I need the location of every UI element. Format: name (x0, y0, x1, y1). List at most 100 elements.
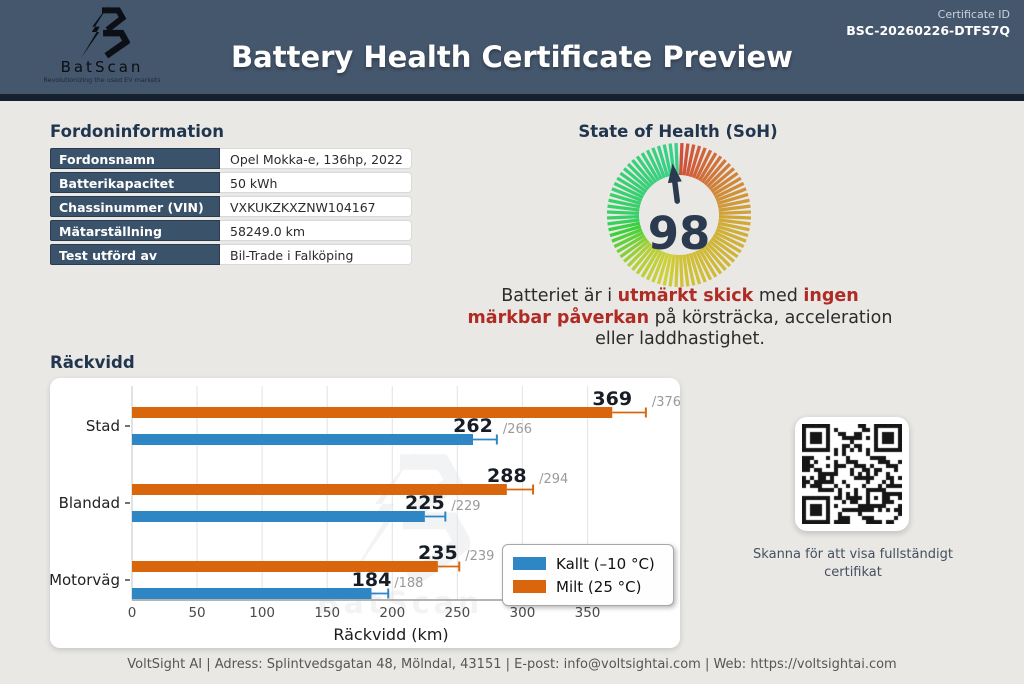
qr-code (802, 424, 902, 524)
gauge-segment (700, 246, 723, 275)
gauge-segment (640, 248, 660, 278)
x-tick-label: 50 (188, 605, 205, 621)
legend-item: Milt (25 °C) (513, 575, 663, 598)
vehicle-info-row: Test utförd av Bil-Trade i Falköping (50, 244, 412, 265)
header-banner: BatScan Revolutionizing the used EV mark… (0, 0, 1024, 101)
gauge-segment (692, 147, 707, 179)
gauge-segment (716, 224, 749, 238)
gauge-segment (698, 248, 718, 278)
gauge-segment (611, 228, 643, 243)
gauge-segment (674, 254, 679, 288)
range-bar (132, 407, 613, 418)
page-title: Battery Health Certificate Preview (231, 40, 793, 74)
gauge-segment (662, 144, 673, 177)
gauge-segment (706, 242, 732, 268)
vehicle-info-heading: Fordoninformation (50, 122, 224, 141)
brand-name: BatScan (60, 58, 144, 76)
x-tick-label: 200 (379, 605, 405, 621)
gauge-segment (717, 198, 750, 209)
bar-max-label: /188 (394, 576, 423, 591)
gauge-segment (635, 155, 658, 184)
certificate-id-block: Certificate ID BSC-20260226-DTFS7Q (846, 8, 1010, 38)
soh-gauge: 98 (606, 142, 752, 288)
gauge-segment (718, 204, 751, 212)
bar-value-label: 235 (418, 542, 458, 564)
gauge-segment (718, 218, 751, 226)
gauge-segment (645, 250, 663, 281)
gauge-segment (706, 162, 732, 188)
vehicle-info-value: 50 kWh (220, 172, 412, 193)
bar-value-label: 369 (592, 388, 632, 410)
gauge-segment (613, 181, 644, 199)
category-label: Blandad (59, 494, 120, 512)
gauge-segment (703, 158, 727, 186)
gauge-segment (688, 252, 702, 285)
bar-max-label: /294 (539, 472, 568, 487)
soh-value: 98 (648, 207, 711, 260)
legend-label: Milt (25 °C) (556, 577, 642, 596)
gauge-segment (668, 254, 676, 287)
vehicle-info-value: Opel Mokka-e, 136hp, 2022 (220, 148, 412, 169)
range-bar (132, 484, 507, 495)
gauge-segment (656, 145, 670, 178)
vehicle-info-label: Chassinummer (VIN) (50, 196, 220, 217)
x-tick-label: 150 (314, 605, 340, 621)
range-chart-heading: Räckvidd (50, 353, 135, 372)
gauge-segment (710, 171, 739, 194)
category-label: Motorväg (50, 571, 120, 589)
gauge-segment (607, 218, 640, 226)
x-axis-label: Räckvidd (km) (333, 625, 448, 644)
soh-description-text: med (753, 286, 804, 306)
soh-description-text: på körsträcka, acceleration eller laddha… (595, 307, 893, 350)
bar-max-label: /239 (465, 549, 494, 564)
gauge-segment (616, 176, 646, 196)
gauge-segment (626, 242, 652, 268)
soh-description-highlight: ingen märkbar påverkan (467, 286, 859, 328)
gauge-needle-icon (667, 163, 682, 204)
x-tick-label: 100 (249, 605, 275, 621)
gauge-segment (695, 250, 713, 281)
bar-value-label: 184 (352, 569, 392, 591)
gauge-segment (640, 152, 660, 182)
vehicle-info-row: Fordonsnamn Opel Mokka-e, 136hp, 2022 (50, 148, 412, 169)
gauge-segment (608, 221, 641, 232)
gauge-segment (682, 254, 690, 287)
bar-max-label: /229 (451, 499, 480, 514)
gauge-segment (708, 239, 736, 263)
x-tick-label: 250 (444, 605, 470, 621)
range-bar (132, 588, 372, 599)
gauge-segment (717, 221, 750, 232)
gauge-segment (645, 149, 663, 180)
range-chart-plot: 0 50 100 150 200 250 300 350 Räckvidd (km) Stad 36… (50, 386, 680, 644)
legend-label: Kallt (–10 °C) (556, 554, 655, 573)
soh-heading: State of Health (SoH) (578, 122, 778, 141)
gauge-segment (692, 251, 707, 283)
gauge-segment (606, 210, 640, 215)
gauge-segment (718, 215, 752, 220)
gauge-segment (685, 144, 696, 177)
gauge-segment (703, 244, 727, 272)
vehicle-info-row: Chassinummer (VIN) VXKUKZKXZNW104167 (50, 196, 412, 217)
footer-contact-line: VoltSight AI | Adress: Splintvedsgatan 4… (127, 657, 897, 672)
bar-max-label: /266 (503, 422, 532, 437)
gauge-segment (631, 158, 655, 186)
range-bar (132, 511, 425, 522)
legend-item: Kallt (–10 °C) (513, 552, 663, 575)
gauge-segment (619, 236, 648, 259)
gauge-segment (679, 254, 684, 288)
soh-description-highlight: utmärkt skick (617, 286, 754, 306)
gauge-segment (622, 167, 650, 191)
bar-value-label: 262 (453, 415, 493, 437)
gauge-segment (674, 142, 679, 176)
gauge-segment (616, 234, 646, 254)
gauge-segment (609, 224, 642, 238)
qr-code-card (795, 417, 909, 531)
soh-description-text: Batteriet är i (501, 286, 618, 306)
legend-swatch (513, 580, 546, 593)
gauge-segment (607, 204, 640, 212)
gauge-segment (712, 234, 742, 254)
certificate-id-value: BSC-20260226-DTFS7Q (846, 23, 1010, 38)
x-tick-label: 0 (128, 605, 137, 621)
qr-caption: Skanna för att visa fullständigt certifi… (753, 547, 953, 580)
gauge-segment (716, 192, 749, 206)
